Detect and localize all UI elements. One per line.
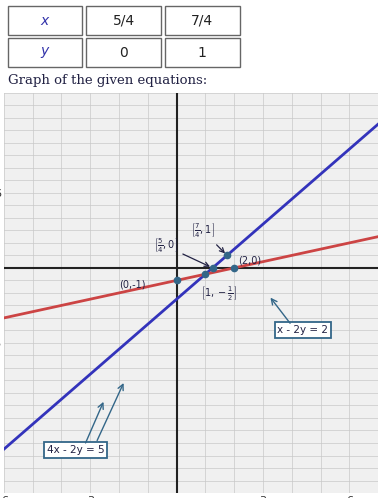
Text: 5/4: 5/4 bbox=[113, 14, 135, 28]
Text: 0: 0 bbox=[119, 45, 128, 60]
FancyBboxPatch shape bbox=[8, 6, 83, 35]
Text: $\left[1,-\frac{1}{2}\right]$: $\left[1,-\frac{1}{2}\right]$ bbox=[201, 284, 237, 303]
FancyBboxPatch shape bbox=[165, 38, 240, 67]
FancyBboxPatch shape bbox=[8, 38, 83, 67]
FancyBboxPatch shape bbox=[86, 38, 161, 67]
Text: 4x - 2y = 5: 4x - 2y = 5 bbox=[47, 445, 105, 455]
Text: $y$: $y$ bbox=[40, 45, 50, 60]
Text: (2,0): (2,0) bbox=[238, 255, 262, 265]
Text: (0,-1): (0,-1) bbox=[119, 280, 146, 290]
Text: $\left[\frac{5}{4},0\right]$: $\left[\frac{5}{4},0\right]$ bbox=[154, 237, 209, 266]
Text: Graph of the given equations:: Graph of the given equations: bbox=[8, 74, 207, 87]
Text: $\left[\frac{7}{4},1\right]$: $\left[\frac{7}{4},1\right]$ bbox=[191, 222, 224, 252]
Text: 1: 1 bbox=[198, 45, 207, 60]
FancyBboxPatch shape bbox=[86, 6, 161, 35]
FancyBboxPatch shape bbox=[165, 6, 240, 35]
Text: 7/4: 7/4 bbox=[191, 14, 213, 28]
Text: $x$: $x$ bbox=[40, 14, 50, 28]
Text: x - 2y = 2: x - 2y = 2 bbox=[277, 325, 329, 335]
